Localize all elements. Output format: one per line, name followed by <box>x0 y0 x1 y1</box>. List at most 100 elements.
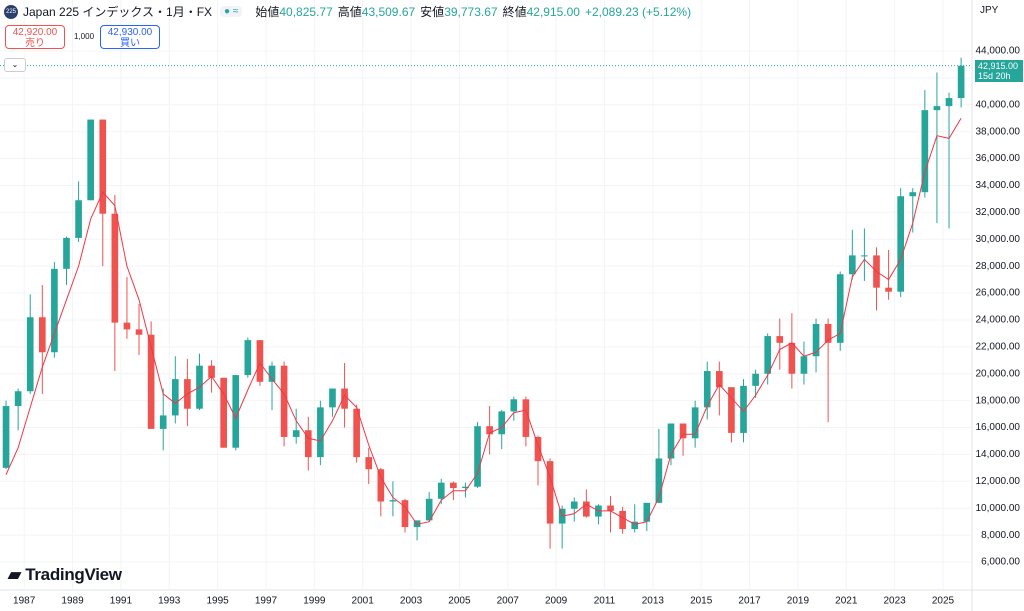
candle-body <box>643 502 651 522</box>
candle-body <box>800 356 808 374</box>
candle-body <box>365 457 373 470</box>
y-tick-label: 40,000.00 <box>976 99 1021 110</box>
symbol[interactable]: Japan 225 インデックス・1月・FX <box>23 5 213 19</box>
candle-body <box>63 237 70 269</box>
x-tick-label: 2021 <box>835 596 858 607</box>
ohlc: 始値40,825.77 高値43,509.67 安値39,773.67 終値42,91… <box>250 3 580 20</box>
x-tick-label: 2011 <box>594 596 616 607</box>
x-tick-label: 1989 <box>61 596 84 607</box>
x-tick-label: 2015 <box>690 596 713 607</box>
y-tick-label: 20,000.00 <box>976 368 1021 379</box>
candle-body <box>268 365 276 382</box>
candle-body <box>111 213 119 323</box>
candle-body <box>691 407 699 439</box>
candle-body <box>317 407 324 458</box>
y-tick-label: 28,000.00 <box>976 261 1021 272</box>
change: +2,089.23 (+5.12%) <box>584 4 692 19</box>
candle-body <box>208 365 215 378</box>
logo[interactable]: ▰ TradingView <box>8 565 122 584</box>
quantity[interactable]: 1,000 <box>74 32 95 41</box>
sell-label: 売り <box>25 38 45 49</box>
candle-body <box>123 322 131 330</box>
status[interactable]: ● ≈ <box>220 6 243 17</box>
y-tick-label: 14,000.00 <box>976 449 1021 460</box>
candle-body <box>304 430 312 458</box>
candle-body <box>546 461 554 524</box>
candle-body <box>450 482 457 489</box>
x-tick-label: 1999 <box>303 596 326 607</box>
candle-body <box>631 521 639 530</box>
price-tag: 42,915.00 15d 20h <box>975 60 1023 82</box>
candle-body <box>75 200 82 238</box>
y-tick-label: 24,000.00 <box>976 315 1021 326</box>
y-tick-label: 6,000.00 <box>981 557 1020 568</box>
ohlc-value: 39,773.67 <box>444 5 498 19</box>
candle-body <box>836 274 844 343</box>
candle-body <box>885 287 892 292</box>
ohlc-value: 43,509.67 <box>361 5 416 19</box>
y-tick-label: 22,000.00 <box>976 341 1021 352</box>
candle-body <box>220 377 227 448</box>
candle-body <box>921 110 929 193</box>
y-tick-label: 36,000.00 <box>976 153 1021 164</box>
buy-label: 買い <box>120 38 140 49</box>
x-tick-label: 2023 <box>884 596 907 607</box>
candle-body <box>51 268 58 353</box>
candle-body <box>776 336 784 343</box>
candle-body <box>933 106 941 111</box>
candle-body <box>764 336 772 374</box>
candle-body <box>280 365 288 437</box>
moving-average <box>5 117 962 525</box>
candle-body <box>812 323 820 357</box>
y-tick-label: 34,000.00 <box>976 180 1021 191</box>
candle-body <box>462 486 469 489</box>
buy-button[interactable]: 42,930.00 買い <box>100 25 160 49</box>
candle-body <box>389 500 397 502</box>
x-tick-label: 1987 <box>13 596 36 607</box>
ohlc-label: 始値 <box>255 5 280 19</box>
y-tick-label: 18,000.00 <box>976 395 1021 406</box>
y-tick-label: 32,000.00 <box>976 207 1021 218</box>
candle-body <box>425 498 433 521</box>
candle-body <box>2 406 10 468</box>
y-tick-label: 44,000.00 <box>976 46 1021 57</box>
countdown: 15d 20h <box>978 71 1011 81</box>
candle-body <box>655 458 663 503</box>
x-tick-label: 2005 <box>448 596 471 607</box>
sell-price: 42,920.00 <box>12 27 58 38</box>
collapse-button[interactable]: ⌄ <box>4 58 26 72</box>
candle-body <box>522 399 530 437</box>
x-tick-label: 1997 <box>255 596 278 607</box>
x-tick-label: 1993 <box>158 596 181 607</box>
currency[interactable]: JPY <box>980 5 999 16</box>
candle-body <box>703 371 711 408</box>
candle-body <box>957 65 965 99</box>
candle-body <box>401 500 409 528</box>
x-tick-label: 2017 <box>738 596 761 607</box>
candle-body <box>437 482 445 499</box>
y-tick-label: 10,000.00 <box>976 503 1021 514</box>
ohlc-label: 終値 <box>502 5 527 19</box>
candle-body <box>99 119 107 214</box>
x-tick-label: 2001 <box>352 596 375 607</box>
candle-body <box>570 501 578 509</box>
candle-body <box>909 192 917 197</box>
candle-body <box>619 510 626 530</box>
sell-button[interactable]: 42,920.00 売り <box>5 25 65 49</box>
last-price-label: 42,915.00 <box>978 61 1019 71</box>
candle-body <box>788 342 796 374</box>
candle-body <box>87 119 94 201</box>
candle-body <box>159 415 167 429</box>
x-tick-label: 2025 <box>932 596 955 607</box>
candle-body <box>510 399 518 412</box>
x-tick-label: 2009 <box>545 596 568 607</box>
candle-body <box>232 375 240 448</box>
y-tick-label: 16,000.00 <box>976 422 1021 433</box>
candle-body <box>244 340 252 376</box>
candle-body <box>38 317 46 353</box>
x-tick-label: 2007 <box>497 596 520 607</box>
candle-body <box>329 388 336 408</box>
x-tick-label: 1995 <box>206 596 229 607</box>
